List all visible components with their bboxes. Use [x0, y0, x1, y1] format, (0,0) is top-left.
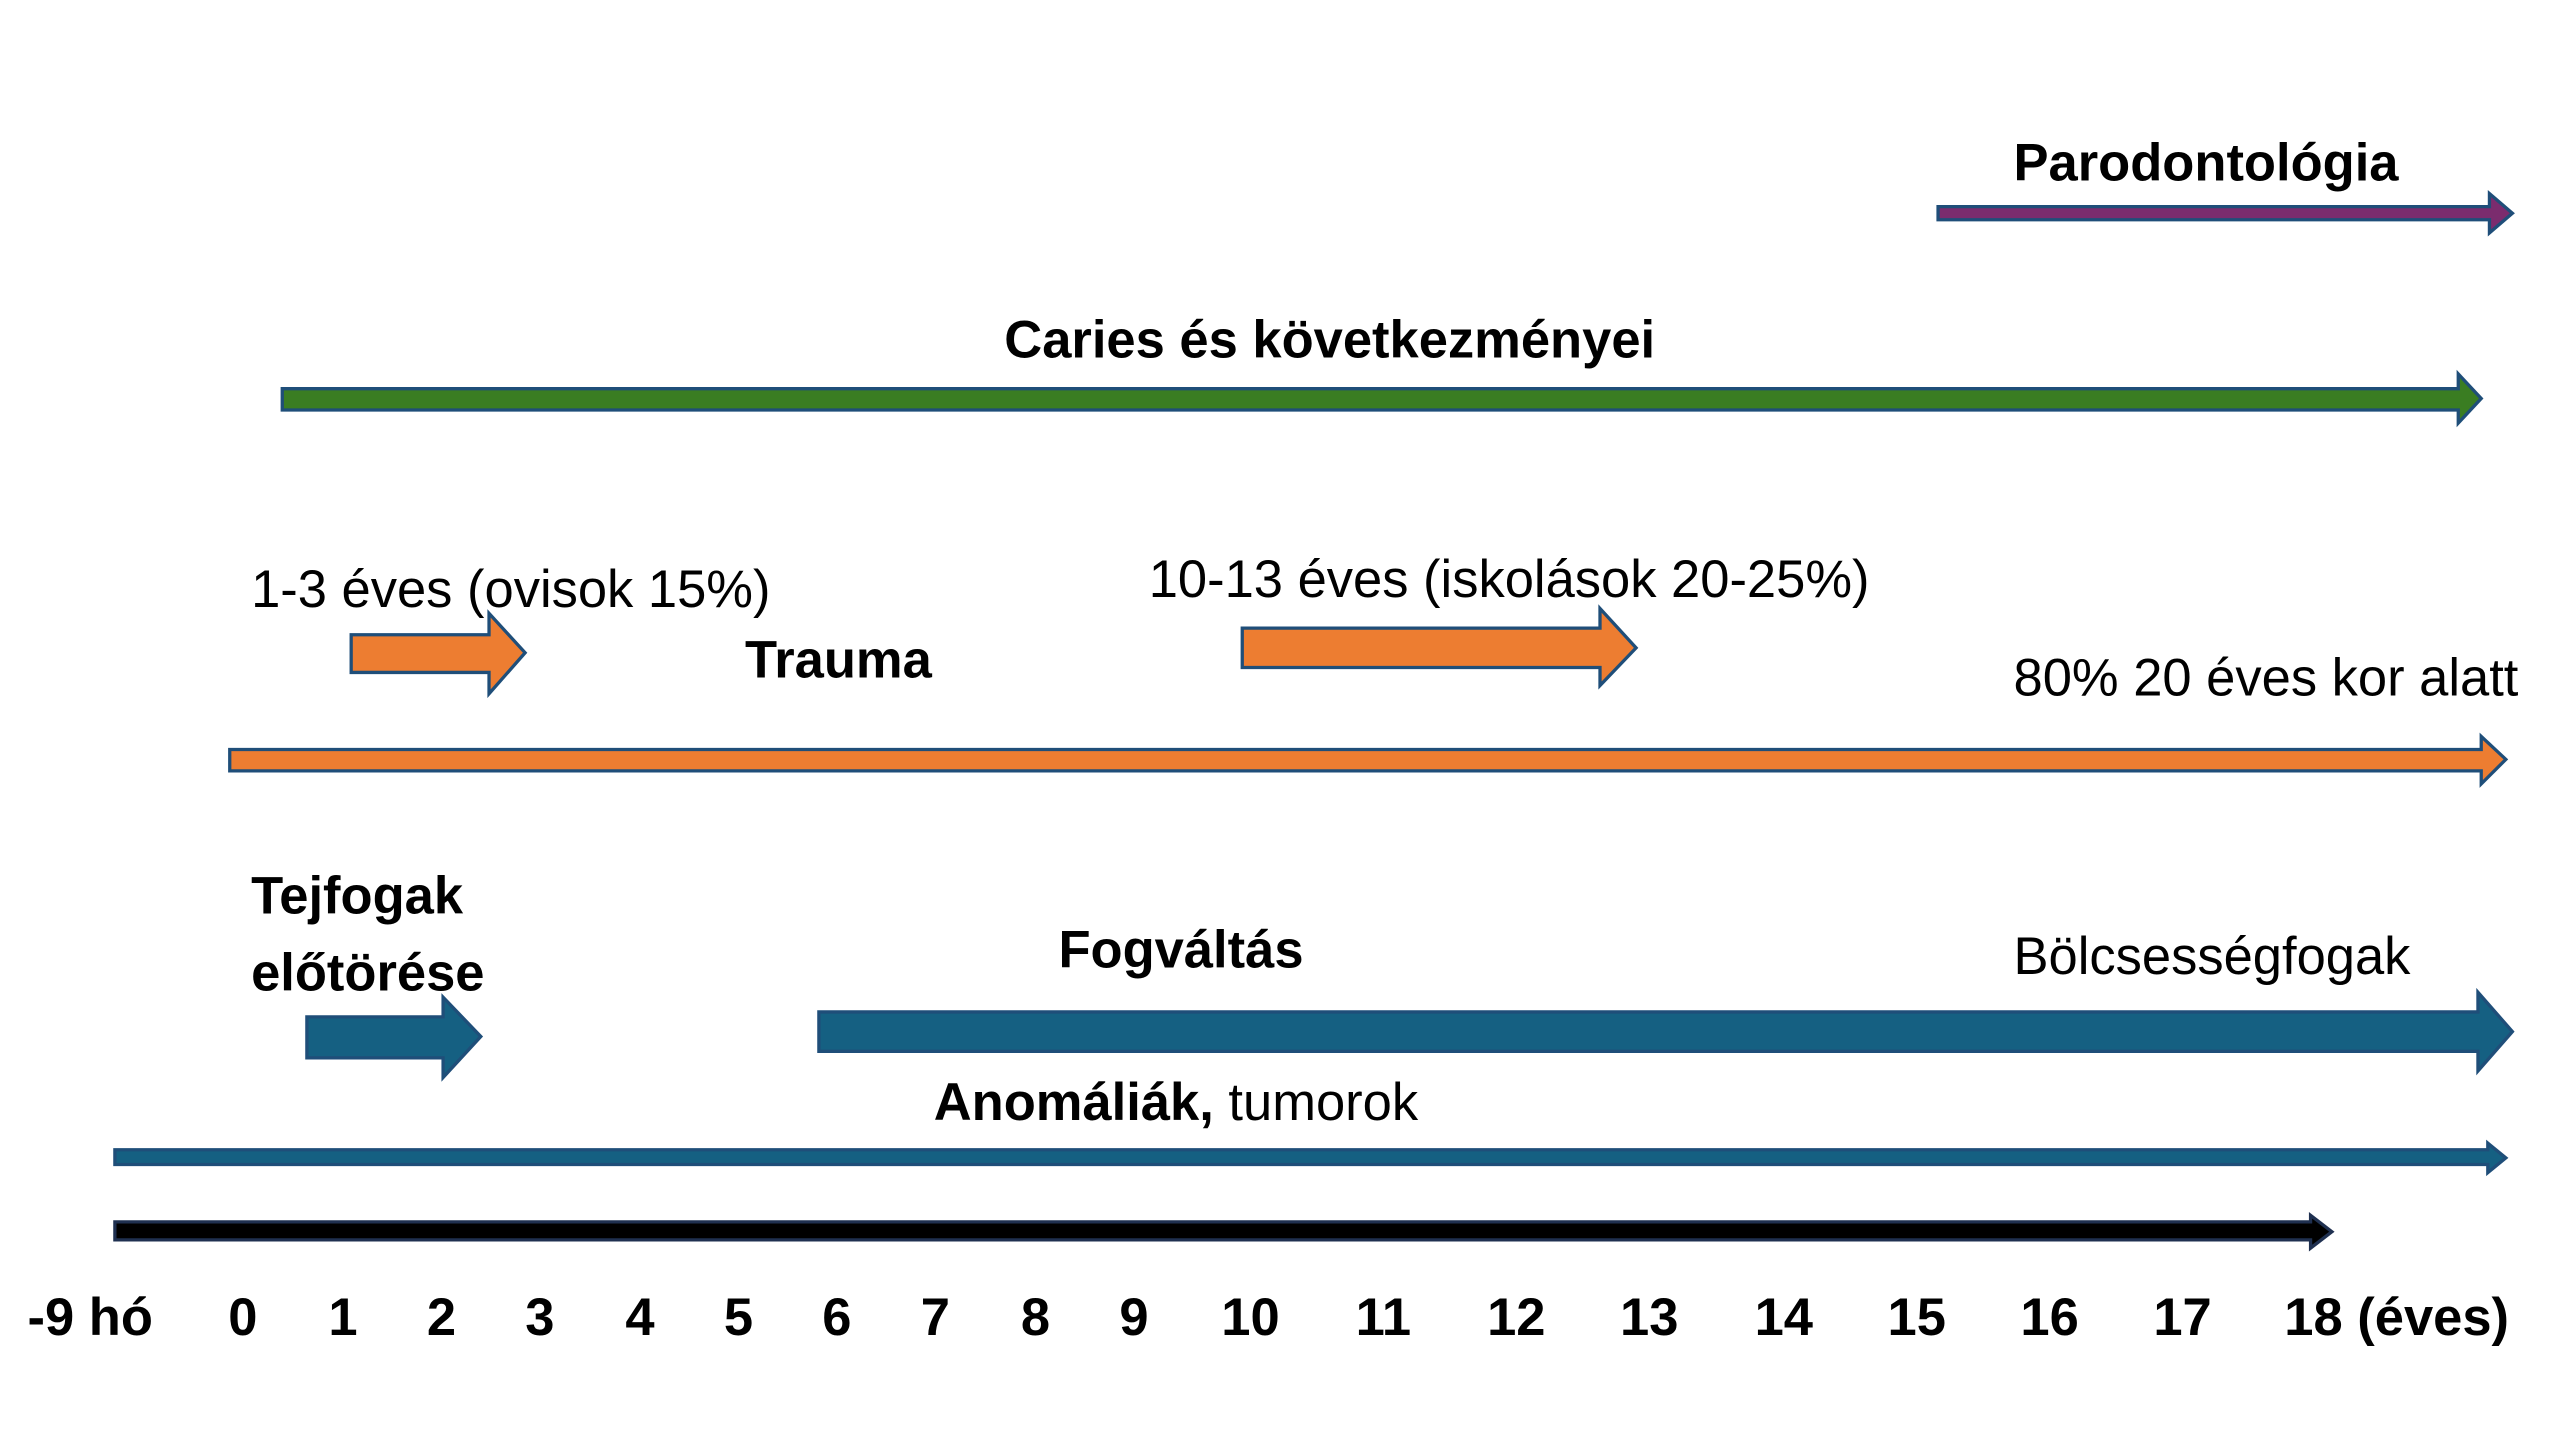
trauma-note: 80% 20 éves kor alatt — [2014, 648, 2519, 707]
time-label: 16 — [2020, 1288, 2078, 1347]
trauma-label: Trauma — [745, 630, 933, 689]
time-label: 0 — [228, 1288, 257, 1347]
time-label: 3 — [525, 1288, 554, 1347]
tooth-change-arrow — [817, 987, 2515, 1076]
time-label: 13 — [1620, 1288, 1678, 1347]
time-label: 12 — [1487, 1288, 1545, 1347]
time-label: 15 — [1888, 1288, 1946, 1347]
time-label: 2 — [427, 1288, 456, 1347]
anomalies-label: Anomáliák, tumorok — [934, 1073, 1419, 1132]
anomalies-bold: Anomáliák, — [934, 1073, 1214, 1132]
caries-label: Caries és következményei — [1004, 311, 1655, 370]
time-label: 14 — [1755, 1288, 1813, 1347]
anomalies-arrow — [113, 1139, 2509, 1177]
time-labels: -9 hó 0 1 2 3 4 5 6 7 8 9 10 11 12 13 14 15 16 17 18 (éves) — [28, 1288, 2510, 1347]
tooth-change-label: Fogváltás — [1058, 921, 1303, 980]
trauma-long-arrow — [228, 732, 2509, 788]
time-label: 10 — [1221, 1288, 1279, 1347]
time-label: 7 — [921, 1288, 950, 1347]
trauma-short-arrow-1 — [349, 609, 528, 699]
caries-arrow — [280, 369, 2484, 428]
wisdom-teeth-label: Bölcsességfogak — [2014, 927, 2412, 986]
time-label: 1 — [328, 1288, 357, 1347]
time-label: 8 — [1021, 1288, 1050, 1347]
time-label: 5 — [724, 1288, 753, 1347]
trauma-short-arrow-2 — [1240, 604, 1639, 690]
eruption-arrow — [305, 993, 484, 1082]
time-label: 9 — [1119, 1288, 1148, 1347]
parodontology-arrow — [1936, 189, 2515, 237]
eruption-label: Tejfogak — [251, 867, 464, 926]
trauma-note: 10-13 éves (iskolások 20-25%) — [1149, 550, 1870, 609]
time-axis-arrow — [113, 1211, 2335, 1252]
trauma-note: 1-3 éves (ovisok 15%) — [251, 560, 770, 619]
time-label: 18 (éves) — [2284, 1288, 2509, 1347]
parodontology-label: Parodontológia — [2014, 133, 2400, 192]
time-label: 6 — [822, 1288, 851, 1347]
time-label: 17 — [2153, 1288, 2211, 1347]
time-label: 11 — [1356, 1288, 1412, 1347]
time-label: 4 — [625, 1288, 654, 1347]
anomalies-regular: tumorok — [1228, 1073, 1418, 1132]
eruption-label: előtörése — [251, 944, 484, 1003]
time-label: -9 hó — [28, 1288, 153, 1347]
